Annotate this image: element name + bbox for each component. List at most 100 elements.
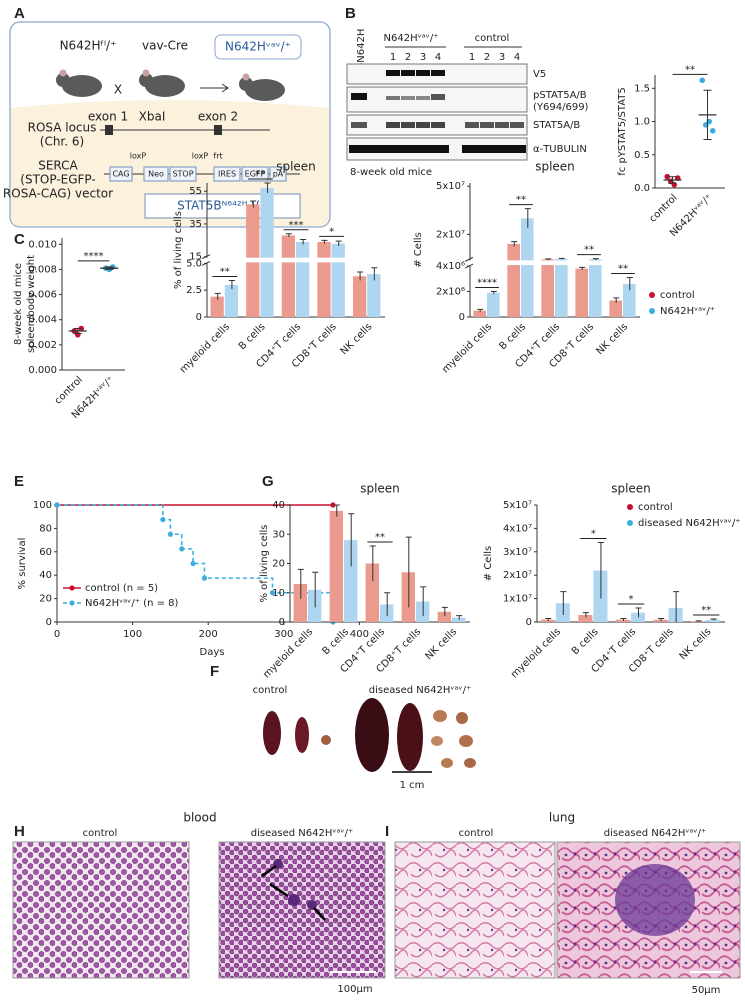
y-tick-label: 5x10⁷ bbox=[436, 181, 465, 192]
error-bar bbox=[524, 208, 531, 228]
sd-whisker bbox=[703, 89, 712, 140]
chart-title: spleen bbox=[276, 160, 316, 174]
data-point bbox=[709, 128, 716, 134]
error-bar bbox=[558, 257, 565, 260]
lane-number: 1 bbox=[469, 52, 475, 63]
data-point bbox=[269, 590, 276, 596]
legend-label: N642Hᵛᵃᵛ/⁺ (n = 8) bbox=[85, 598, 179, 609]
y-tick-label: 60 bbox=[39, 547, 52, 558]
y-tick-label: 2x10⁷ bbox=[436, 229, 465, 240]
mouse-label: vav-Cre bbox=[142, 39, 188, 53]
bar bbox=[352, 276, 367, 317]
arrow bbox=[200, 83, 229, 93]
y-tick-label: 4x10⁷ bbox=[503, 523, 532, 534]
error-bar bbox=[582, 612, 589, 618]
error-bar bbox=[511, 241, 518, 247]
significance-label: ** bbox=[685, 64, 695, 75]
error-bar bbox=[357, 271, 364, 281]
y-tick-label: 2.5 bbox=[186, 285, 202, 296]
chart-title: spleen bbox=[611, 482, 651, 496]
blood-smears: blood control diseased N642Hᵛᵃᵛ/⁺ 100μm bbox=[12, 811, 386, 995]
lane-number: 3 bbox=[499, 52, 505, 63]
y-tick-label: 0 bbox=[279, 617, 285, 628]
y-tick-label: 35 bbox=[189, 219, 202, 230]
micrograph bbox=[394, 841, 556, 979]
y-tick-label: 0.002 bbox=[28, 340, 57, 351]
error-bar bbox=[384, 592, 391, 617]
bar bbox=[210, 296, 224, 317]
legend-label: diseased N642Hᵛᵃᵛ/⁺ bbox=[638, 518, 741, 529]
image-label: diseased N642Hᵛᵃᵛ/⁺ bbox=[604, 828, 707, 839]
error-bar bbox=[348, 513, 355, 567]
legend-marker bbox=[627, 520, 633, 526]
organ-photo: control diseased N642Hᵛᵃᵛ/⁺ 1 cm bbox=[253, 685, 476, 791]
site-label: loxP bbox=[130, 152, 147, 161]
locus-label: (Chr. 6) bbox=[40, 135, 84, 149]
y-tick-label: 40 bbox=[272, 500, 285, 511]
site-label: loxP bbox=[192, 152, 209, 161]
row-label: STAT5A/B bbox=[533, 120, 580, 131]
panel-label: G bbox=[262, 473, 274, 490]
photo-label: diseased N642Hᵛᵃᵛ/⁺ bbox=[369, 685, 472, 696]
x-tick-label: myeloid cells bbox=[509, 626, 563, 680]
bar bbox=[541, 259, 554, 317]
y-tick-label: 0.008 bbox=[28, 264, 57, 275]
significance-label: ** bbox=[220, 267, 230, 278]
data-point bbox=[167, 531, 174, 537]
axis-break bbox=[203, 257, 385, 263]
x-tick-label: 200 bbox=[199, 629, 218, 640]
error-bar bbox=[560, 591, 567, 615]
exon-box bbox=[214, 125, 222, 135]
y-tick-label: 20 bbox=[39, 594, 52, 605]
bar bbox=[331, 243, 345, 317]
data-point bbox=[160, 517, 166, 523]
x-tick-label: NK cells bbox=[594, 321, 630, 357]
image-label: diseased N642Hᵛᵃᵛ/⁺ bbox=[251, 828, 354, 839]
y-tick-label: 0 bbox=[196, 312, 202, 323]
error-bar bbox=[490, 291, 497, 295]
lane-number: 2 bbox=[405, 52, 411, 63]
y-tick-label: 2x10⁶ bbox=[436, 287, 465, 298]
error-bar bbox=[545, 617, 552, 621]
axis-break-mark bbox=[464, 256, 474, 269]
error-bar bbox=[420, 586, 427, 617]
blot-bands bbox=[349, 70, 526, 153]
mouse-icon bbox=[139, 69, 185, 97]
error-bar bbox=[285, 233, 292, 238]
y-axis-label: fc pYSTAT5/STAT5 bbox=[617, 87, 628, 175]
y-tick-label: 15 bbox=[189, 252, 202, 263]
error-bar bbox=[579, 266, 586, 270]
y-axis-label: % of living cells bbox=[173, 211, 184, 289]
significance-label: ** bbox=[375, 532, 385, 543]
error-bar bbox=[441, 606, 448, 617]
bar bbox=[555, 258, 568, 317]
image-title: blood bbox=[183, 811, 216, 825]
y-tick-label: 80 bbox=[39, 523, 52, 534]
error-bar bbox=[710, 618, 717, 621]
sd-whisker bbox=[73, 328, 82, 335]
bar bbox=[260, 187, 274, 317]
error-bar bbox=[321, 239, 328, 244]
error-bar bbox=[658, 617, 665, 621]
vector-label: ROSA-CAG) vector bbox=[3, 187, 113, 201]
x-tick-label: B cells bbox=[498, 321, 529, 352]
element-label: STOP bbox=[172, 170, 193, 179]
significance-label: * bbox=[591, 528, 596, 539]
y-tick-label: 4x10⁶ bbox=[436, 261, 465, 272]
y-tick-label: 1.5 bbox=[634, 83, 650, 94]
x-axis-label: Days bbox=[200, 647, 225, 658]
y-tick-label: 1x10⁷ bbox=[503, 594, 532, 605]
y-tick-label: 0 bbox=[46, 617, 52, 628]
data-point bbox=[190, 560, 196, 567]
legend-marker bbox=[649, 308, 655, 314]
micrograph bbox=[218, 841, 386, 979]
error-bar bbox=[335, 240, 342, 247]
bar bbox=[507, 243, 520, 317]
lane-label: vav-N642H bbox=[356, 29, 367, 84]
x-tick-label: B cells bbox=[321, 626, 352, 657]
y-tick-label: 0 bbox=[526, 617, 532, 628]
significance-label: * bbox=[629, 594, 634, 605]
group-label: N642Hᵛᵃᵛ/⁺ bbox=[384, 33, 439, 44]
x-tick-label: NK cells bbox=[423, 626, 459, 662]
significance-label: *** bbox=[289, 220, 304, 231]
